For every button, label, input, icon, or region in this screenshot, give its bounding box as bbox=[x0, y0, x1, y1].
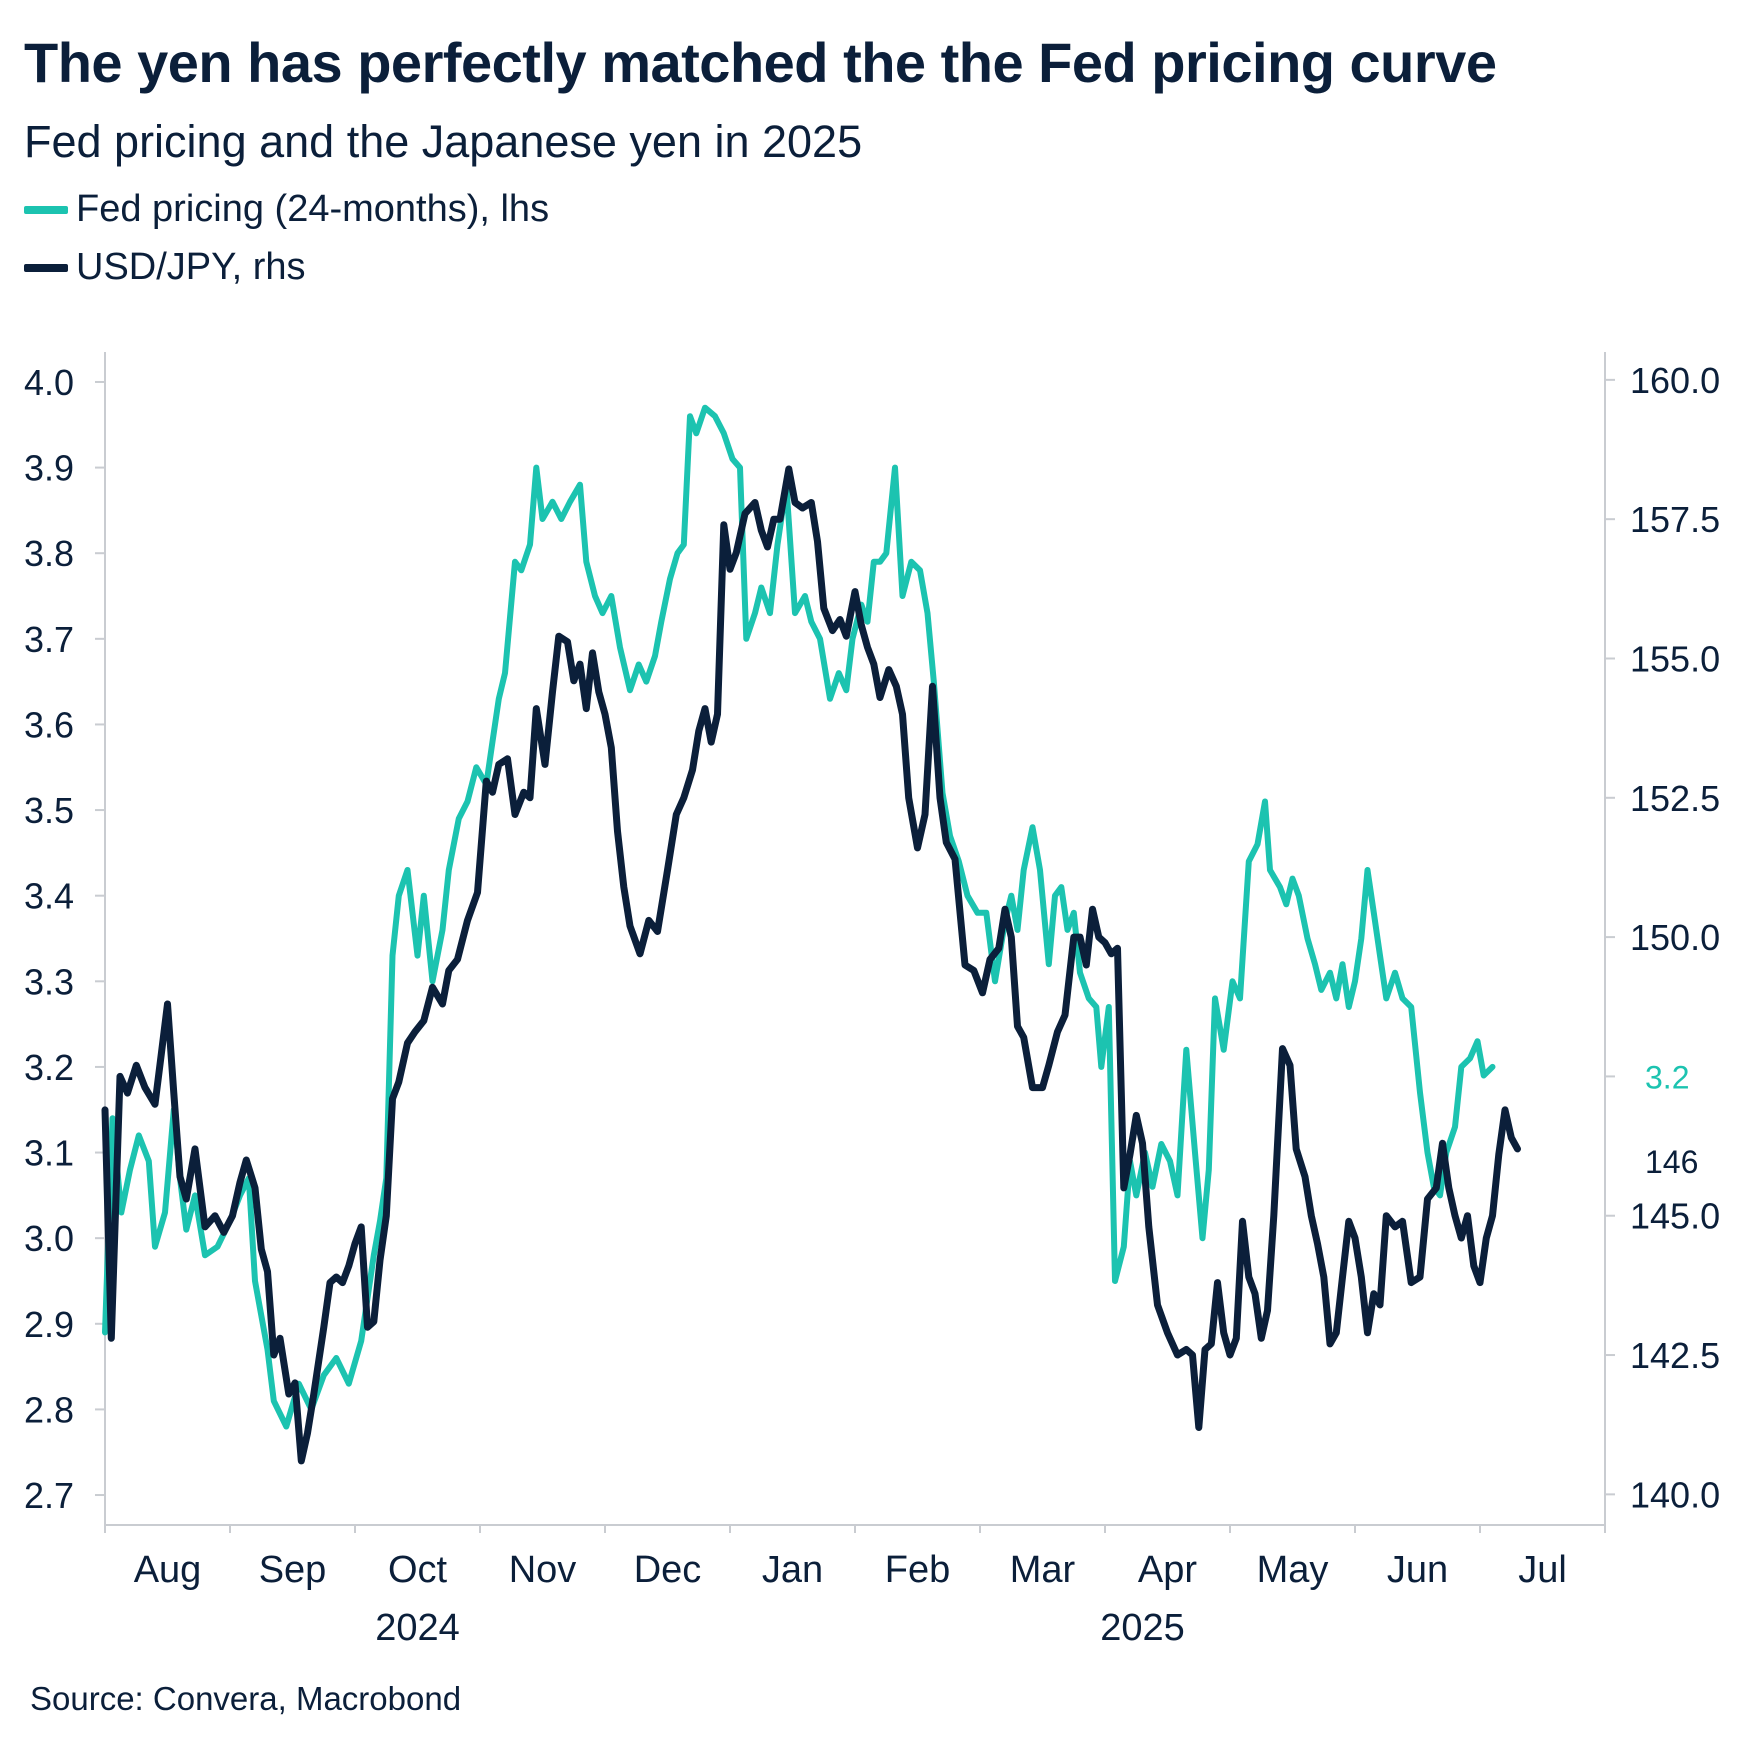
left-axis-tick-label: 4.0 bbox=[24, 362, 74, 403]
x-axis-month-label: Apr bbox=[1138, 1549, 1197, 1591]
left-axis-tick-label: 3.1 bbox=[24, 1133, 74, 1174]
source-note: Source: Convera, Macrobond bbox=[30, 1680, 462, 1717]
legend-label-usdjpy: USD/JPY, rhs bbox=[76, 246, 306, 288]
right-axis-tick-label: 155.0 bbox=[1630, 638, 1720, 679]
x-axis-month-label: Aug bbox=[134, 1549, 202, 1591]
chart-title: The yen has perfectly matched the the Fe… bbox=[24, 31, 1497, 94]
x-axis-year-label: 2025 bbox=[1100, 1607, 1185, 1649]
x-axis-month-label: Dec bbox=[634, 1549, 702, 1591]
x-axis-month-label: Oct bbox=[388, 1549, 448, 1591]
right-axis-tick-label: 152.5 bbox=[1630, 778, 1720, 819]
left-axis-tick-label: 3.2 bbox=[24, 1047, 74, 1088]
legend-item-usdjpy: USD/JPY, rhs bbox=[24, 246, 305, 289]
x-axis-month-label: Feb bbox=[885, 1549, 950, 1591]
legend-item-fed-pricing: Fed pricing (24-months), lhs bbox=[24, 188, 549, 231]
chart-subtitle: Fed pricing and the Japanese yen in 2025 bbox=[24, 116, 863, 167]
left-axis-tick-label: 3.5 bbox=[24, 790, 74, 831]
x-axis-month-label: Nov bbox=[509, 1549, 577, 1591]
x-axis-year-label: 2024 bbox=[375, 1607, 460, 1649]
left-axis-tick-label: 3.9 bbox=[24, 448, 74, 489]
right-axis-tick-label: 142.5 bbox=[1630, 1335, 1720, 1376]
left-axis-tick-label: 3.6 bbox=[24, 704, 74, 745]
usdjpy-last-value-label: 146 bbox=[1645, 1144, 1698, 1180]
legend-label-fed-pricing: Fed pricing (24-months), lhs bbox=[76, 188, 550, 230]
x-axis-month-label: Jan bbox=[762, 1549, 823, 1591]
left-axis-tick-label: 3.7 bbox=[24, 619, 74, 660]
legend-swatch-fed-pricing bbox=[24, 205, 68, 214]
right-axis-tick-label: 140.0 bbox=[1630, 1474, 1720, 1515]
fed-pricing-last-value-label: 3.2 bbox=[1645, 1059, 1689, 1095]
x-axis-month-label: Jun bbox=[1387, 1549, 1448, 1591]
right-axis-tick-label: 150.0 bbox=[1630, 917, 1720, 958]
usdjpy-line bbox=[101, 465, 1521, 1465]
x-axis-month-label: May bbox=[1257, 1549, 1329, 1591]
x-axis-month-label: Jul bbox=[1518, 1549, 1567, 1591]
legend-swatch-usdjpy bbox=[24, 263, 68, 272]
x-axis-month-label: Sep bbox=[259, 1549, 327, 1591]
left-axis-tick-label: 2.7 bbox=[24, 1475, 74, 1516]
left-axis-tick-label: 3.3 bbox=[24, 961, 74, 1002]
right-axis-tick-label: 145.0 bbox=[1630, 1196, 1720, 1237]
left-axis-tick-label: 2.9 bbox=[24, 1304, 74, 1345]
left-axis-tick-label: 2.8 bbox=[24, 1389, 74, 1430]
left-axis-tick-label: 3.8 bbox=[24, 533, 74, 574]
left-axis-tick-label: 3.4 bbox=[24, 876, 74, 917]
fed-pricing-line bbox=[102, 404, 1496, 1430]
x-axis-month-label: Mar bbox=[1010, 1549, 1076, 1591]
left-axis-tick-label: 3.0 bbox=[24, 1218, 74, 1259]
right-axis-tick-label: 157.5 bbox=[1630, 499, 1720, 540]
right-axis-tick-label: 160.0 bbox=[1630, 360, 1720, 401]
